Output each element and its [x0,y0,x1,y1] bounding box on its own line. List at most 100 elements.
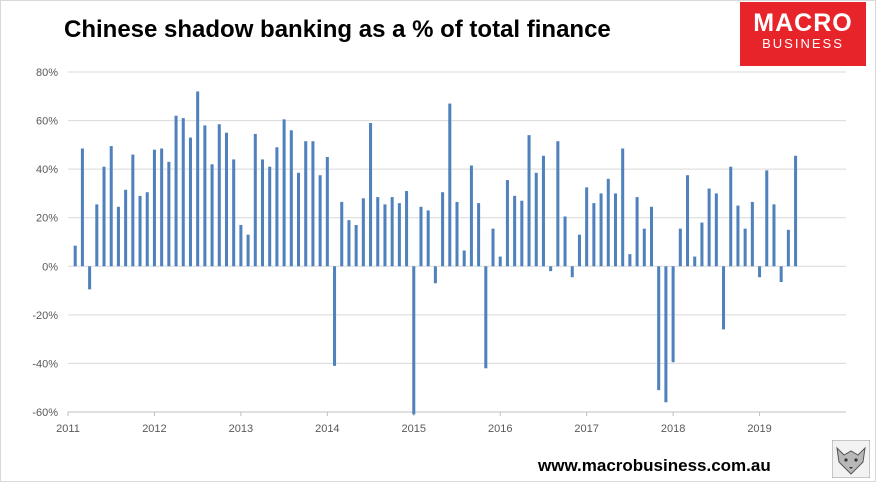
bar [311,141,315,267]
bar [599,193,603,267]
bar [635,197,639,267]
bar [390,197,394,267]
bar [405,191,409,267]
bar [196,91,200,267]
bar [88,266,92,290]
y-tick-label: -20% [32,310,58,322]
bar [354,225,358,267]
bar [621,148,625,267]
bar [477,203,481,267]
bar [217,124,221,267]
bar [513,195,517,267]
y-tick-label: 0% [42,261,58,273]
y-tick-label: 60% [36,116,58,128]
bar [649,206,654,267]
bar [253,133,257,267]
bar [73,245,77,267]
x-tick-label: 2019 [747,423,771,435]
y-tick-label: 20% [36,213,58,225]
bar [570,266,574,278]
bar [239,225,243,267]
bar [369,123,373,267]
bar [188,137,192,267]
bar [750,201,754,267]
bar [224,132,228,267]
bar [455,201,459,267]
bar [563,216,567,267]
bar [412,266,416,415]
bar [160,148,164,267]
bar [765,170,769,267]
bar [779,266,783,283]
bar [282,119,286,267]
bar [527,135,531,267]
y-tick-label: 40% [36,164,58,176]
bar [462,250,466,267]
source-url: www.macrobusiness.com.au [538,456,771,475]
bar [700,222,704,267]
bar [628,254,632,267]
x-tick-label: 2011 [56,423,80,435]
bar [152,149,156,267]
bar [174,115,178,267]
bar [102,166,106,267]
x-tick-label: 2013 [229,423,253,435]
wolf-mascot-icon [832,440,870,478]
bar [664,266,668,403]
x-tick-label: 2018 [661,423,685,435]
y-tick-label: -40% [32,358,58,370]
bar [794,155,798,267]
bar [549,266,553,272]
bar [325,157,329,267]
macrobusiness-logo: MACRO BUSINESS [740,2,866,66]
bar [714,193,718,267]
bar [167,161,171,267]
chart-title: Chinese shadow banking as a % of total f… [64,16,611,43]
bar [397,203,401,267]
bar [383,204,387,267]
bar [138,195,142,267]
bar [592,203,596,267]
bar [268,166,272,267]
bar [441,192,445,267]
y-tick-label: 80% [36,67,58,79]
bar [131,154,135,267]
logo-line-1: MACRO [753,9,853,37]
bar [347,220,351,267]
bar [520,200,524,267]
bar [304,141,308,267]
bar [426,210,430,267]
bar [577,234,581,267]
bar [109,146,113,267]
bar [743,228,747,267]
bar [376,197,380,267]
x-tick-label: 2017 [574,423,598,435]
bar [297,172,301,267]
bar [232,159,236,267]
bar [585,187,589,267]
bar [613,193,617,267]
bar [736,205,740,267]
bar [340,201,344,267]
bar [505,180,509,267]
bar [786,229,790,267]
bar [95,204,99,267]
bar [124,189,128,267]
bar [556,141,560,267]
bar [318,175,322,267]
logo-line-2: BUSINESS [762,36,844,51]
bar [772,204,776,267]
bar [116,206,120,267]
bar [671,266,675,363]
bar [433,266,437,284]
bar [203,125,207,267]
bar [693,256,697,267]
x-tick-label: 2012 [142,423,166,435]
bar [210,164,214,267]
bar [260,159,265,267]
bar [722,266,726,330]
bar [686,175,690,267]
bar [80,148,84,267]
x-tick-label: 2015 [402,423,426,435]
bar [707,188,711,267]
